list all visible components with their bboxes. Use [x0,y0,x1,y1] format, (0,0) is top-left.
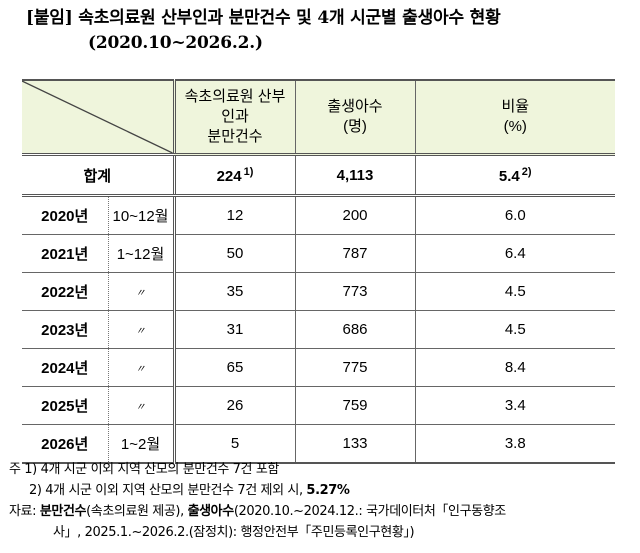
row-births: 133 [294,424,415,464]
row-deliveries: 26 [172,386,295,425]
source-note: 자료: 분만건수(속초의료원 제공), 출생아수(2020.10.~2024.1… [9,504,506,519]
source-note-continued: 사」, 2025.1.~2026.2.(잠정치): 행정안전부「주민등록인구현황… [53,525,415,540]
row-ratio: 3.4 [414,386,615,425]
row-ratio: 4.5 [414,310,615,349]
total-deliveries: 224 1) [172,154,295,197]
row-deliveries: 31 [172,310,295,349]
row-ratio: 8.4 [414,348,615,387]
row-period: 〃 [107,272,174,311]
footnote-1: 주 1) 4개 시군 이외 지역 산모의 분만건수 7건 포함 [9,462,279,477]
diagonal-header-cell [22,80,174,156]
footnote-1-marker: 1) [243,165,254,178]
row-period: 1~2월 [107,424,174,464]
table-row: 2021년 1~12월 50 787 6.4 [22,234,615,273]
document-title: [붙임] 속초의료원 산부인과 분만건수 및 4개 시군별 출생아수 현황 (2… [26,6,501,56]
row-period: 〃 [107,310,174,349]
row-births: 759 [294,386,415,425]
total-row: 합계 224 1) 4,113 5.4 2) [22,154,615,197]
row-ratio: 6.0 [414,195,615,235]
statistics-table: 속초의료원 산부 인과 분만건수 출생아수 (명) 비율 (%) 합계 224 1… [22,79,615,464]
row-deliveries: 65 [172,348,295,387]
title-line-1: [붙임] 속초의료원 산부인과 분만건수 및 4개 시군별 출생아수 현황 [26,8,501,28]
row-births: 775 [294,348,415,387]
total-births: 4,113 [294,154,415,197]
row-period: 〃 [107,348,174,387]
table-row: 2025년 〃 26 759 3.4 [22,386,615,425]
row-year: 2021년 [22,234,109,273]
row-year: 2022년 [22,272,109,311]
header-births: 출생아수 (명) [294,80,415,156]
table-row: 2023년 〃 31 686 4.5 [22,310,615,349]
row-year: 2020년 [22,195,109,235]
row-period: 1~12월 [107,234,174,273]
table-row: 2024년 〃 65 775 8.4 [22,348,615,387]
row-year: 2023년 [22,310,109,349]
row-period: 〃 [107,386,174,425]
row-deliveries: 35 [172,272,295,311]
row-ratio: 3.8 [414,424,615,464]
header-ratio: 비율 (%) [414,80,615,156]
total-ratio: 5.4 2) [414,154,615,197]
row-deliveries: 5 [172,424,295,464]
table-row: 2026년 1~2월 5 133 3.8 [22,424,615,464]
row-ratio: 4.5 [414,272,615,311]
row-births: 686 [294,310,415,349]
table-row: 2020년 10~12월 12 200 6.0 [22,195,615,235]
total-label: 합계 [22,154,174,197]
footnotes: 주 1) 4개 시군 이외 지역 산모의 분만건수 7건 포함 2) 4개 시군… [9,459,506,543]
footnote-2: 2) 4개 시군 이외 지역 산모의 분만건수 7건 제외 시, 5.27% [29,483,350,498]
footnote-2-marker: 2) [521,165,532,178]
row-deliveries: 12 [172,195,295,235]
row-births: 200 [294,195,415,235]
row-births: 787 [294,234,415,273]
row-ratio: 6.4 [414,234,615,273]
row-births: 773 [294,272,415,311]
table-row: 2022년 〃 35 773 4.5 [22,272,615,311]
header-deliveries: 속초의료원 산부 인과 분만건수 [172,80,295,156]
table-header-row: 속초의료원 산부 인과 분만건수 출생아수 (명) 비율 (%) [22,80,615,156]
row-deliveries: 50 [172,234,295,273]
diagonal-line-icon [22,81,173,153]
row-year: 2024년 [22,348,109,387]
title-line-2: (2020.10~2026.2.) [88,33,263,53]
row-year: 2025년 [22,386,109,425]
row-period: 10~12월 [107,195,174,235]
row-year: 2026년 [22,424,109,464]
